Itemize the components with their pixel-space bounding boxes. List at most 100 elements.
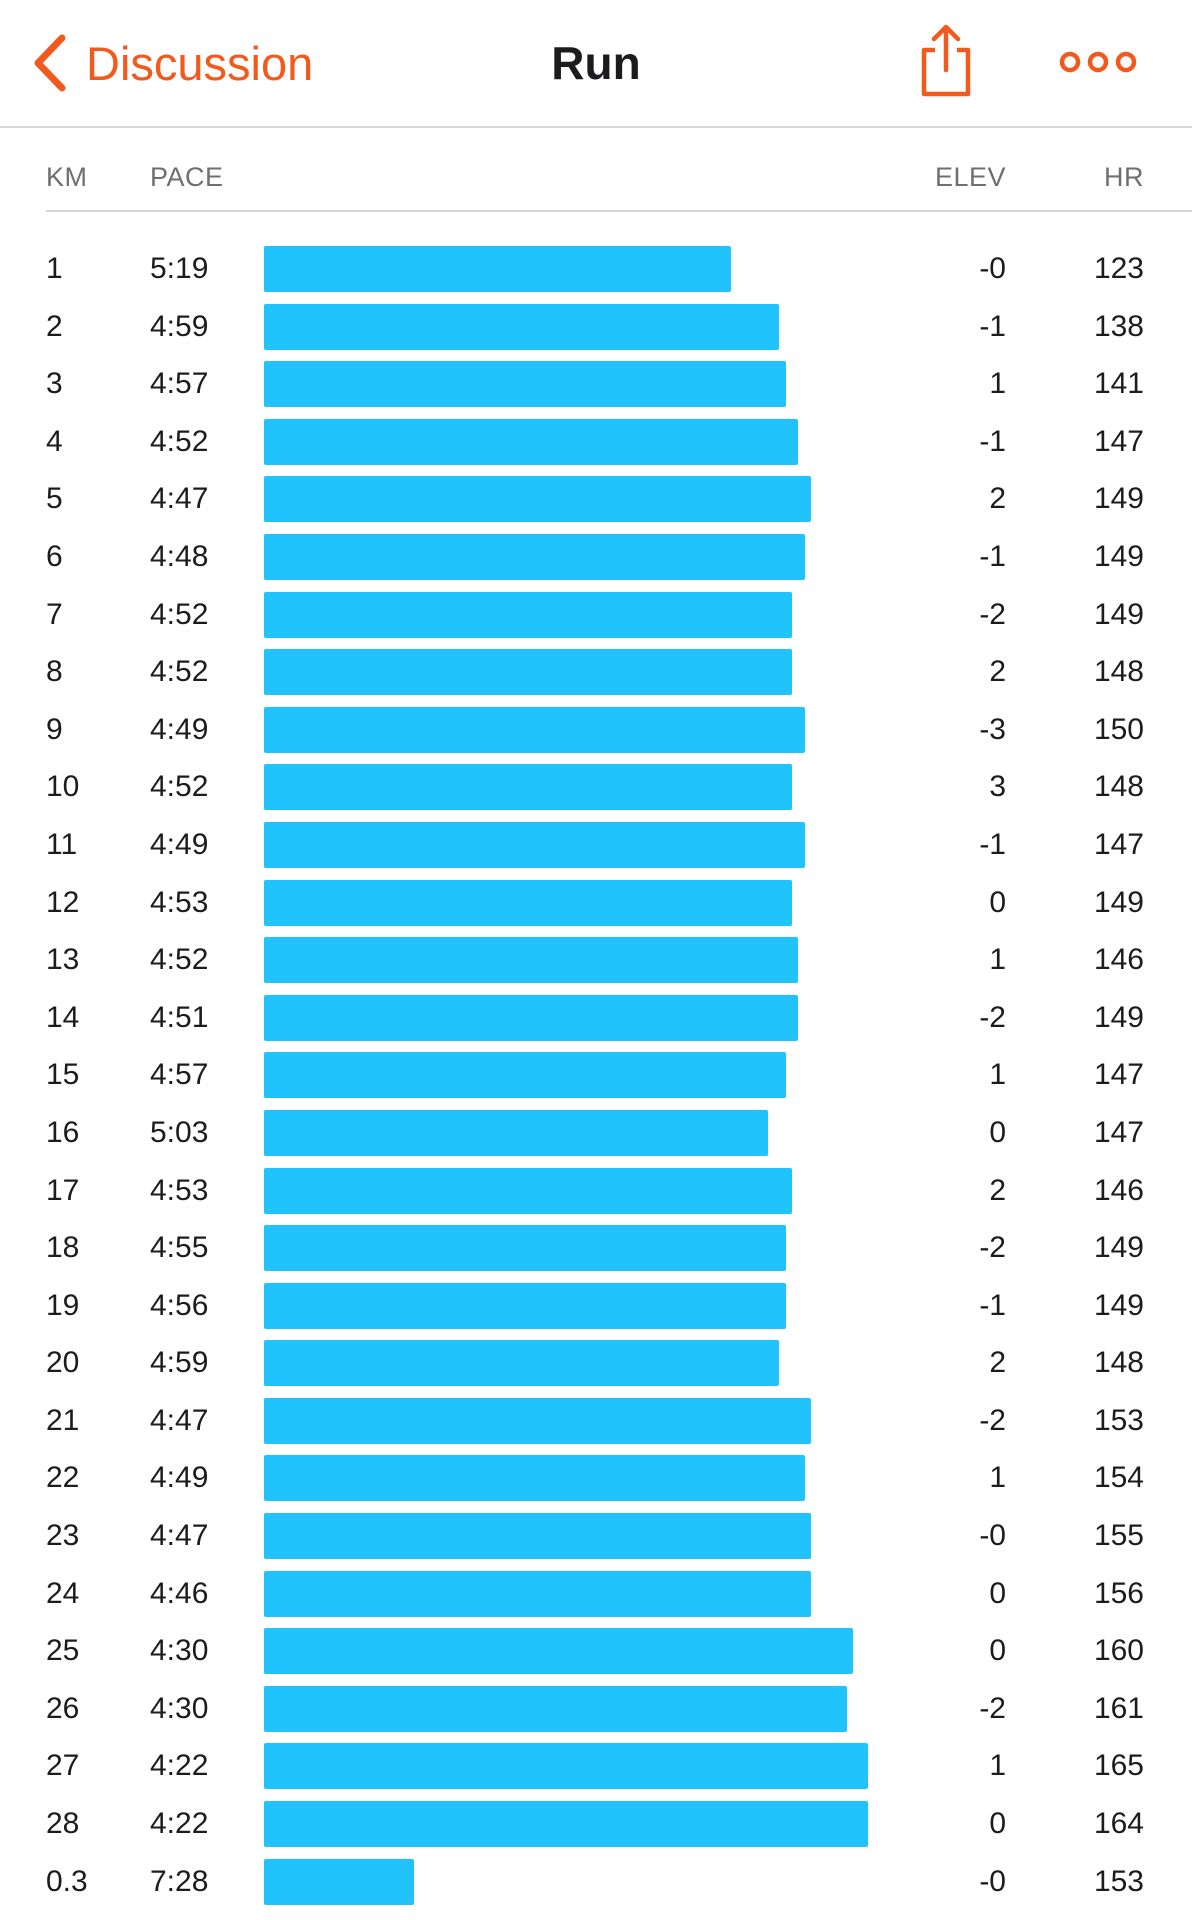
split-heart-rate: 149 (1093, 1231, 1144, 1265)
split-heart-rate: 149 (1093, 885, 1144, 919)
pace-bar (264, 246, 731, 292)
split-elevation: 3 (989, 770, 1006, 804)
split-heart-rate: 147 (1093, 1115, 1144, 1149)
pace-bar (264, 1743, 868, 1790)
split-elevation: 1 (989, 1749, 1006, 1783)
split-pace: 4:52 (150, 655, 209, 689)
split-heart-rate: 148 (1093, 1346, 1144, 1380)
split-heart-rate: 148 (1093, 655, 1144, 689)
split-row: 21 4:47 -2 153 (0, 1397, 1192, 1456)
split-km: 11 (46, 827, 78, 861)
split-elevation: -0 (979, 1519, 1006, 1553)
split-row: 7 4:52 -2 149 (0, 591, 1192, 650)
split-heart-rate: 146 (1093, 943, 1144, 977)
split-elevation: 0 (989, 1634, 1006, 1668)
split-pace: 4:47 (150, 1403, 209, 1437)
split-row: 26 4:30 -2 161 (0, 1685, 1192, 1744)
pace-bar (264, 361, 786, 408)
split-row: 22 4:49 1 154 (0, 1455, 1192, 1513)
split-km: 24 (46, 1576, 80, 1610)
split-elevation: -2 (979, 1000, 1006, 1034)
split-heart-rate: 164 (1093, 1807, 1144, 1841)
split-km: 14 (46, 1000, 80, 1034)
split-elevation: 1 (989, 1461, 1006, 1495)
split-pace: 5:03 (150, 1115, 209, 1149)
split-km: 19 (46, 1288, 80, 1322)
split-pace: 4:49 (150, 712, 209, 746)
split-elevation: 2 (989, 1173, 1006, 1207)
split-heart-rate: 149 (1093, 1288, 1144, 1322)
pace-bar (264, 591, 792, 638)
pace-bar (264, 764, 792, 811)
split-elevation: -3 (979, 712, 1006, 746)
split-elevation: -2 (979, 1231, 1006, 1265)
split-heart-rate: 161 (1093, 1691, 1144, 1725)
split-heart-rate: 147 (1093, 827, 1144, 861)
column-header-hr: HR (1104, 162, 1144, 192)
share-button[interactable] (916, 22, 976, 98)
navigation-bar: Discussion Run (0, 0, 1192, 128)
split-row: 4 4:52 -1 147 (0, 418, 1192, 477)
split-km: 17 (46, 1173, 80, 1207)
split-elevation: 2 (989, 1346, 1006, 1380)
pace-bar (264, 1858, 414, 1905)
split-row: 27 4:22 1 165 (0, 1743, 1192, 1801)
split-pace: 4:49 (150, 827, 209, 861)
split-km: 28 (46, 1807, 80, 1841)
split-elevation: 0 (989, 1807, 1006, 1841)
split-km: 13 (46, 943, 80, 977)
split-pace: 4:48 (150, 539, 209, 573)
split-km: 1 (46, 252, 63, 285)
split-elevation: -0 (979, 252, 1006, 285)
split-elevation: 1 (989, 1058, 1006, 1092)
splits-table: 1 5:19 -0 123 2 4:59 -1 138 3 4:57 1 141 4 4:52 -1 147 5… (0, 246, 1192, 1916)
split-pace: 7:28 (150, 1864, 209, 1898)
split-elevation: -1 (979, 539, 1006, 573)
split-pace: 4:51 (150, 1000, 209, 1034)
more-icon (1059, 51, 1137, 73)
split-heart-rate: 156 (1093, 1576, 1144, 1610)
split-elevation: -2 (979, 597, 1006, 631)
split-pace: 4:22 (150, 1749, 209, 1783)
header-divider (46, 210, 1192, 212)
split-pace: 4:49 (150, 1461, 209, 1495)
split-heart-rate: 153 (1093, 1403, 1144, 1437)
split-row: 18 4:55 -2 149 (0, 1225, 1192, 1283)
split-km: 16 (46, 1115, 80, 1149)
split-row: 24 4:46 0 156 (0, 1570, 1192, 1629)
split-elevation: 1 (989, 943, 1006, 977)
split-km: 23 (46, 1519, 80, 1553)
split-km: 27 (46, 1749, 80, 1783)
split-heart-rate: 141 (1093, 367, 1144, 401)
pace-bar (264, 1570, 811, 1617)
split-pace: 4:53 (150, 1173, 209, 1207)
pace-bar (264, 418, 798, 465)
pace-bar (264, 1685, 847, 1732)
more-button[interactable] (1058, 40, 1138, 84)
split-row: 10 4:52 3 148 (0, 764, 1192, 822)
split-pace: 4:59 (150, 1346, 209, 1380)
split-heart-rate: 153 (1093, 1864, 1144, 1898)
split-km: 18 (46, 1231, 80, 1265)
split-km: 3 (46, 367, 63, 401)
split-elevation: -0 (979, 1864, 1006, 1898)
split-row: 3 4:57 1 141 (0, 361, 1192, 419)
split-km: 25 (46, 1634, 80, 1668)
split-elevation: 2 (989, 655, 1006, 689)
split-pace: 4:56 (150, 1288, 209, 1322)
split-row: 20 4:59 2 148 (0, 1340, 1192, 1398)
split-heart-rate: 123 (1093, 252, 1144, 285)
pace-bar (264, 476, 811, 523)
split-pace: 4:46 (150, 1576, 209, 1610)
split-elevation: -2 (979, 1691, 1006, 1725)
split-elevation: 0 (989, 1115, 1006, 1149)
split-pace: 4:47 (150, 1519, 209, 1553)
back-button[interactable]: Discussion (30, 28, 313, 98)
split-km: 12 (46, 885, 80, 919)
column-header-pace: PACE (150, 162, 224, 192)
pace-bar (264, 303, 779, 350)
split-row: 0.3 7:28 -0 153 (0, 1858, 1192, 1917)
pace-bar (264, 1513, 811, 1560)
split-km: 2 (46, 309, 63, 343)
split-pace: 4:57 (150, 367, 209, 401)
